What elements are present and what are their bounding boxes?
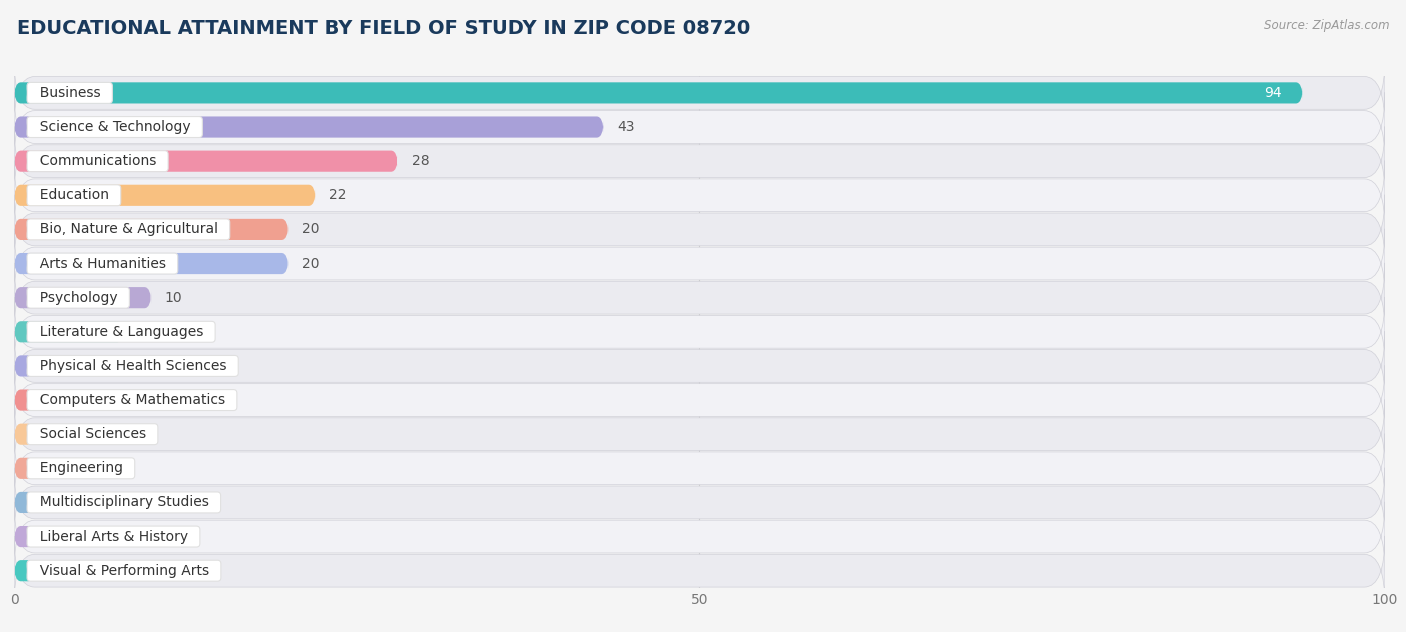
Text: 94: 94 [1264, 86, 1282, 100]
Circle shape [18, 221, 25, 238]
Text: 6: 6 [110, 359, 120, 373]
FancyBboxPatch shape [14, 161, 1385, 230]
Text: 0: 0 [48, 495, 58, 509]
FancyBboxPatch shape [14, 423, 35, 445]
FancyBboxPatch shape [14, 321, 124, 343]
Text: EDUCATIONAL ATTAINMENT BY FIELD OF STUDY IN ZIP CODE 08720: EDUCATIONAL ATTAINMENT BY FIELD OF STUDY… [17, 19, 751, 38]
FancyBboxPatch shape [14, 185, 315, 206]
Text: 43: 43 [617, 120, 634, 134]
FancyBboxPatch shape [14, 365, 1385, 435]
Text: Arts & Humanities: Arts & Humanities [31, 257, 174, 270]
Text: 28: 28 [412, 154, 429, 168]
FancyBboxPatch shape [14, 263, 1385, 332]
Text: Visual & Performing Arts: Visual & Performing Arts [31, 564, 218, 578]
FancyBboxPatch shape [14, 536, 1385, 605]
FancyBboxPatch shape [14, 82, 1303, 104]
Text: Engineering: Engineering [31, 461, 131, 475]
FancyBboxPatch shape [14, 331, 1385, 401]
Circle shape [18, 255, 25, 272]
Text: 0: 0 [48, 427, 58, 441]
Circle shape [18, 119, 25, 135]
Text: Science & Technology: Science & Technology [31, 120, 198, 134]
FancyBboxPatch shape [14, 150, 398, 172]
Text: Bio, Nature & Agricultural: Bio, Nature & Agricultural [31, 222, 226, 236]
FancyBboxPatch shape [14, 229, 1385, 298]
Text: Business: Business [31, 86, 108, 100]
FancyBboxPatch shape [14, 219, 288, 240]
Text: Liberal Arts & History: Liberal Arts & History [31, 530, 197, 544]
Text: 8: 8 [138, 325, 146, 339]
FancyBboxPatch shape [14, 560, 35, 581]
Circle shape [18, 528, 25, 545]
Text: 22: 22 [329, 188, 347, 202]
Text: Education: Education [31, 188, 117, 202]
Circle shape [18, 358, 25, 374]
Text: Physical & Health Sciences: Physical & Health Sciences [31, 359, 235, 373]
Text: 20: 20 [302, 257, 319, 270]
Text: Communications: Communications [31, 154, 165, 168]
FancyBboxPatch shape [14, 389, 35, 411]
Circle shape [18, 460, 25, 477]
Text: 0: 0 [48, 461, 58, 475]
FancyBboxPatch shape [14, 434, 1385, 503]
Text: Computers & Mathematics: Computers & Mathematics [31, 393, 233, 407]
Circle shape [18, 425, 25, 442]
FancyBboxPatch shape [14, 458, 35, 479]
Text: Social Sciences: Social Sciences [31, 427, 155, 441]
Circle shape [18, 84, 25, 102]
FancyBboxPatch shape [14, 468, 1385, 537]
FancyBboxPatch shape [14, 502, 1385, 571]
Text: Psychology: Psychology [31, 291, 127, 305]
Text: Multidisciplinary Studies: Multidisciplinary Studies [31, 495, 217, 509]
FancyBboxPatch shape [14, 126, 1385, 196]
Text: 0: 0 [48, 564, 58, 578]
FancyBboxPatch shape [14, 287, 152, 308]
Circle shape [18, 152, 25, 169]
FancyBboxPatch shape [14, 492, 35, 513]
FancyBboxPatch shape [14, 92, 1385, 162]
FancyBboxPatch shape [14, 253, 288, 274]
Text: 0: 0 [48, 393, 58, 407]
FancyBboxPatch shape [14, 526, 35, 547]
Text: Source: ZipAtlas.com: Source: ZipAtlas.com [1264, 19, 1389, 32]
Circle shape [18, 494, 25, 511]
Circle shape [18, 562, 25, 580]
FancyBboxPatch shape [14, 355, 96, 377]
FancyBboxPatch shape [14, 195, 1385, 264]
Text: 10: 10 [165, 291, 183, 305]
FancyBboxPatch shape [14, 297, 1385, 367]
Circle shape [18, 187, 25, 204]
Circle shape [18, 391, 25, 409]
FancyBboxPatch shape [14, 58, 1385, 128]
Text: 0: 0 [48, 530, 58, 544]
FancyBboxPatch shape [14, 399, 1385, 469]
Text: Literature & Languages: Literature & Languages [31, 325, 212, 339]
Circle shape [18, 324, 25, 340]
FancyBboxPatch shape [14, 116, 603, 138]
Circle shape [18, 289, 25, 307]
Text: 20: 20 [302, 222, 319, 236]
